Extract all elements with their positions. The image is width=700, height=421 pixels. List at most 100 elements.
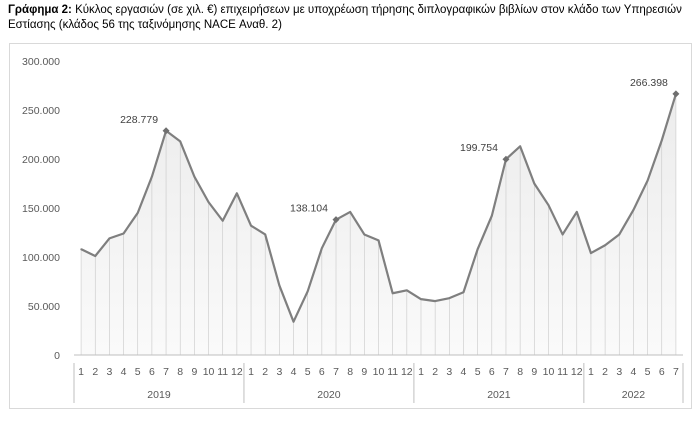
data-point	[561, 233, 564, 236]
x-tick-label: 1	[418, 366, 424, 378]
data-point	[590, 252, 592, 254]
data-point	[533, 182, 536, 185]
x-group-label: 2022	[622, 389, 646, 401]
y-tick-label: 0	[54, 350, 60, 362]
y-tick-label: 300.000	[22, 56, 60, 68]
data-point	[207, 201, 210, 203]
data-label: 138.104	[290, 203, 328, 215]
data-label: 199.754	[460, 142, 498, 154]
data-point	[292, 320, 295, 323]
data-point	[462, 291, 465, 294]
data-point	[151, 175, 153, 178]
x-tick-label: 1	[588, 366, 594, 378]
x-tick-label: 9	[191, 366, 197, 378]
x-tick-label: 2	[262, 366, 268, 378]
y-tick-label: 250.000	[22, 105, 60, 117]
x-group-label: 2021	[487, 389, 511, 401]
x-tick-label: 3	[446, 366, 452, 378]
data-point	[306, 290, 309, 293]
data-point	[660, 139, 663, 142]
x-tick-label: 3	[276, 366, 282, 378]
x-tick-label: 8	[177, 366, 183, 378]
x-tick-label: 2	[432, 366, 438, 378]
data-point	[420, 298, 422, 300]
data-point	[491, 215, 493, 217]
x-tick-label: 5	[645, 366, 651, 378]
x-tick-label: 12	[231, 366, 243, 378]
data-point	[108, 237, 111, 240]
x-tick-label: 6	[489, 366, 495, 378]
x-tick-label: 10	[543, 366, 555, 378]
data-point	[179, 140, 182, 143]
line-chart: 0 50.000 100.000 150.000 200.000 250.000 300.0…	[22, 56, 684, 403]
x-tick-label: 6	[319, 366, 325, 378]
x-tick-label: 8	[347, 366, 353, 378]
data-point	[363, 233, 366, 236]
x-tick-label: 2	[92, 366, 98, 378]
x-tick-label: 11	[217, 366, 228, 378]
x-tick-label: 7	[673, 366, 679, 378]
y-tick-label: 50.000	[28, 301, 60, 313]
y-tick-label: 150.000	[22, 203, 60, 215]
data-point	[434, 300, 436, 302]
x-tick-label: 6	[659, 366, 665, 378]
data-point	[646, 179, 649, 182]
x-tick-label: 5	[475, 366, 481, 378]
x-tick-label: 5	[135, 366, 141, 378]
x-tick-label: 7	[503, 366, 509, 378]
x-tick-label: 7	[333, 366, 339, 378]
data-point	[448, 297, 451, 299]
data-point	[94, 255, 97, 257]
caption-text: Κύκλος εργασιών (σε χιλ. €) επιχειρήσεων…	[8, 4, 682, 31]
x-tick-label: 3	[616, 366, 622, 378]
data-point	[221, 219, 224, 222]
x-tick-label: 4	[631, 366, 637, 378]
data-point	[632, 209, 635, 211]
chart-frame: 0 50.000 100.000 150.000 200.000 250.000 300.0…	[9, 43, 692, 409]
annotation-marker	[332, 216, 340, 224]
x-group-label: 2019	[147, 389, 171, 401]
x-tick-label: 6	[149, 366, 155, 378]
data-label: 228.779	[120, 114, 158, 126]
data-point	[604, 244, 606, 247]
data-point	[618, 233, 621, 236]
x-tick-label: 12	[401, 366, 413, 378]
annotation-marker	[502, 155, 510, 163]
data-point	[264, 233, 266, 236]
data-point	[349, 211, 351, 213]
y-tick-label: 200.000	[22, 154, 60, 166]
data-label: 266.398	[630, 77, 668, 89]
x-tick-label: 4	[461, 366, 467, 378]
x-tick-label: 8	[517, 366, 523, 378]
x-tick-label: 11	[387, 366, 398, 378]
x-tick-label: 9	[361, 366, 367, 378]
data-point	[321, 247, 323, 249]
data-point	[136, 212, 139, 214]
x-tick-label: 9	[531, 366, 537, 378]
data-point	[391, 292, 394, 295]
data-point	[519, 145, 521, 148]
data-point	[250, 224, 252, 227]
data-point	[122, 232, 125, 235]
x-tick-label: 1	[248, 366, 254, 378]
data-point	[278, 284, 281, 287]
x-tick-label: 10	[373, 366, 385, 378]
data-point	[476, 248, 479, 250]
data-point	[547, 204, 550, 206]
x-tick-label: 11	[557, 366, 568, 378]
x-tick-label: 4	[121, 366, 127, 378]
area-fill	[81, 93, 676, 355]
data-point	[236, 192, 238, 195]
caption-label: Γράφημα 2:	[8, 4, 72, 16]
y-tick-label: 100.000	[22, 252, 60, 264]
data-point	[193, 175, 196, 178]
x-tick-label: 5	[305, 366, 311, 378]
data-point	[575, 211, 578, 213]
chart-caption: Γράφημα 2: Κύκλος εργασιών (σε χιλ. €) ε…	[8, 3, 694, 33]
x-tick-label: 3	[106, 366, 112, 378]
x-tick-label: 12	[571, 366, 583, 378]
x-tick-label: 2	[602, 366, 608, 378]
data-point	[80, 248, 82, 250]
x-tick-label: 1	[78, 366, 84, 378]
data-point	[406, 289, 408, 292]
